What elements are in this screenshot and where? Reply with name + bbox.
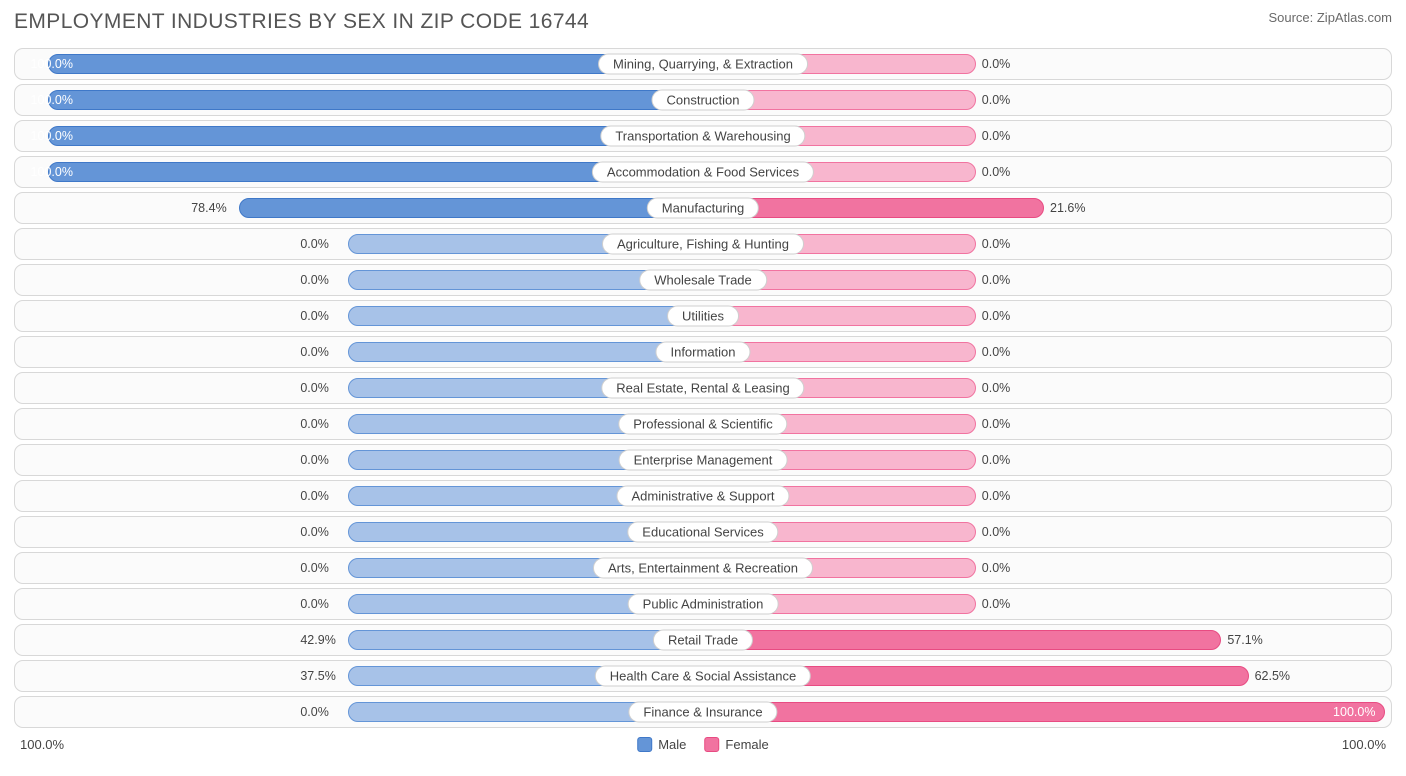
chart-row: 0.0% 0.0% Administrative & Support [14, 480, 1392, 512]
male-pct-label: 100.0% [31, 165, 73, 179]
category-label: Finance & Insurance [628, 702, 777, 723]
female-pct-label: 0.0% [982, 237, 1011, 251]
chart-row: 0.0% 0.0% Wholesale Trade [14, 264, 1392, 296]
female-pct-label: 0.0% [982, 453, 1011, 467]
chart-footer: 100.0% Male Female 100.0% [14, 734, 1392, 754]
chart-row: 0.0% 0.0% Utilities [14, 300, 1392, 332]
male-pct-label: 0.0% [300, 705, 329, 719]
female-bar [676, 702, 1385, 722]
female-pct-label: 0.0% [982, 381, 1011, 395]
female-pct-label: 0.0% [982, 165, 1011, 179]
legend-male-label: Male [658, 737, 686, 752]
chart-title: EMPLOYMENT INDUSTRIES BY SEX IN ZIP CODE… [14, 10, 589, 34]
chart-row: 0.0% 0.0% Professional & Scientific [14, 408, 1392, 440]
female-pct-label: 0.0% [982, 417, 1011, 431]
chart-row: 0.0% 0.0% Educational Services [14, 516, 1392, 548]
legend-female: Female [704, 737, 768, 752]
female-bar [676, 630, 1222, 650]
chart-row: 0.0% 0.0% Information [14, 336, 1392, 368]
male-pct-label: 0.0% [300, 489, 329, 503]
category-label: Manufacturing [647, 198, 759, 219]
female-pct-label: 21.6% [1050, 201, 1085, 215]
male-pct-label: 42.9% [300, 633, 335, 647]
legend-male: Male [637, 737, 686, 752]
chart-legend: Male Female [637, 737, 769, 752]
category-label: Real Estate, Rental & Leasing [601, 378, 804, 399]
female-pct-label: 0.0% [982, 525, 1011, 539]
male-pct-label: 0.0% [300, 525, 329, 539]
category-label: Arts, Entertainment & Recreation [593, 558, 813, 579]
chart-row: 100.0% 0.0% Transportation & Warehousing [14, 120, 1392, 152]
male-pct-label: 0.0% [300, 381, 329, 395]
category-label: Public Administration [628, 594, 779, 615]
category-label: Utilities [667, 306, 739, 327]
category-label: Accommodation & Food Services [592, 162, 814, 183]
category-label: Transportation & Warehousing [600, 126, 805, 147]
male-pct-label: 0.0% [300, 417, 329, 431]
axis-label-left: 100.0% [20, 737, 64, 752]
female-pct-label: 100.0% [1333, 705, 1375, 719]
category-label: Retail Trade [653, 630, 753, 651]
male-pct-label: 0.0% [300, 345, 329, 359]
male-pct-label: 0.0% [300, 597, 329, 611]
category-label: Health Care & Social Assistance [595, 666, 811, 687]
male-pct-label: 0.0% [300, 309, 329, 323]
chart-row: 78.4% 21.6% Manufacturing [14, 192, 1392, 224]
female-pct-label: 0.0% [982, 309, 1011, 323]
category-label: Agriculture, Fishing & Hunting [602, 234, 804, 255]
diverging-bar-chart: 100.0% 0.0% Mining, Quarrying, & Extractio… [14, 48, 1392, 728]
male-pct-label: 100.0% [31, 57, 73, 71]
male-pct-label: 0.0% [300, 237, 329, 251]
legend-female-label: Female [725, 737, 768, 752]
chart-row: 37.5% 62.5% Health Care & Social Assistanc… [14, 660, 1392, 692]
male-pct-label: 100.0% [31, 129, 73, 143]
category-label: Construction [652, 90, 755, 111]
chart-row: 0.0% 0.0% Agriculture, Fishing & Hunting [14, 228, 1392, 260]
male-pct-label: 0.0% [300, 561, 329, 575]
chart-row: 100.0% 0.0% Accommodation & Food Services [14, 156, 1392, 188]
female-pct-label: 0.0% [982, 561, 1011, 575]
category-label: Enterprise Management [619, 450, 788, 471]
chart-row: 100.0% 0.0% Construction [14, 84, 1392, 116]
chart-row: 0.0% 100.0% Finance & Insurance [14, 696, 1392, 728]
female-pct-label: 0.0% [982, 345, 1011, 359]
category-label: Wholesale Trade [639, 270, 767, 291]
female-pct-label: 0.0% [982, 129, 1011, 143]
female-pct-label: 0.0% [982, 93, 1011, 107]
male-pct-label: 37.5% [300, 669, 335, 683]
category-label: Mining, Quarrying, & Extraction [598, 54, 808, 75]
female-swatch [704, 737, 719, 752]
chart-row: 0.0% 0.0% Real Estate, Rental & Leasing [14, 372, 1392, 404]
female-pct-label: 62.5% [1255, 669, 1290, 683]
male-pct-label: 0.0% [300, 453, 329, 467]
female-pct-label: 57.1% [1227, 633, 1262, 647]
male-swatch [637, 737, 652, 752]
category-label: Administrative & Support [616, 486, 789, 507]
male-pct-label: 100.0% [31, 93, 73, 107]
category-label: Educational Services [627, 522, 778, 543]
chart-row: 100.0% 0.0% Mining, Quarrying, & Extractio… [14, 48, 1392, 80]
category-label: Information [655, 342, 750, 363]
chart-row: 0.0% 0.0% Enterprise Management [14, 444, 1392, 476]
chart-row: 42.9% 57.1% Retail Trade [14, 624, 1392, 656]
male-pct-label: 78.4% [191, 201, 226, 215]
female-pct-label: 0.0% [982, 597, 1011, 611]
female-pct-label: 0.0% [982, 57, 1011, 71]
chart-row: 0.0% 0.0% Public Administration [14, 588, 1392, 620]
male-bar [48, 90, 730, 110]
female-pct-label: 0.0% [982, 273, 1011, 287]
axis-label-right: 100.0% [1342, 737, 1386, 752]
chart-header: EMPLOYMENT INDUSTRIES BY SEX IN ZIP CODE… [14, 10, 1392, 34]
chart-row: 0.0% 0.0% Arts, Entertainment & Recreation [14, 552, 1392, 584]
male-pct-label: 0.0% [300, 273, 329, 287]
category-label: Professional & Scientific [618, 414, 787, 435]
chart-source: Source: ZipAtlas.com [1268, 10, 1392, 25]
female-pct-label: 0.0% [982, 489, 1011, 503]
